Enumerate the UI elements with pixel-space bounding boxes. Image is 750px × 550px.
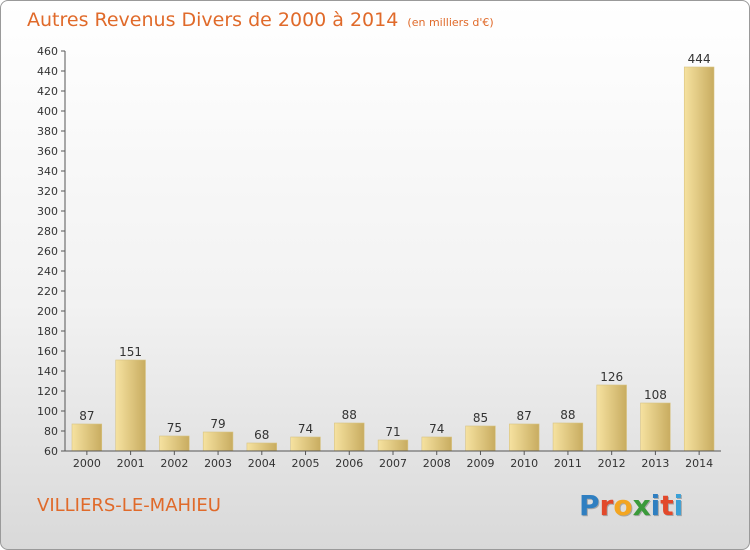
data-label-2002: 75 xyxy=(167,421,182,435)
x-tick-label-2011: 2011 xyxy=(554,457,582,470)
y-tick-label: 420 xyxy=(37,85,58,98)
bars: 87 151 75 79 68 74 88 71 74 85 87 88 126 108 444 xyxy=(71,52,715,452)
x-axis: 2000 2001 2002 2003 2004 2005 2006 2007 2008 2009… xyxy=(65,450,721,470)
logo-letter: t xyxy=(660,489,674,522)
y-tick-label: 380 xyxy=(37,125,58,138)
y-tick-label: 100 xyxy=(37,405,58,418)
logo-letter: i xyxy=(673,489,684,522)
proxiti-logo: Proxiti xyxy=(579,489,684,522)
data-label-2013: 108 xyxy=(644,388,667,402)
data-label-2000: 87 xyxy=(79,409,94,423)
y-tick-label: 260 xyxy=(37,245,58,258)
y-tick-label: 200 xyxy=(37,305,58,318)
y-tick-label: 340 xyxy=(37,165,58,178)
commune-name: VILLIERS-LE-MAHIEU xyxy=(37,495,221,516)
bar-2000 xyxy=(71,423,103,452)
logo-letter: x xyxy=(632,489,651,522)
y-tick-label: 300 xyxy=(37,205,58,218)
x-tick-label-2010: 2010 xyxy=(510,457,538,470)
y-tick-label: 120 xyxy=(37,385,58,398)
data-label-2006: 88 xyxy=(342,408,357,422)
x-tick-label-2013: 2013 xyxy=(641,457,669,470)
x-tick-label-2007: 2007 xyxy=(379,457,407,470)
y-tick-label: 160 xyxy=(37,345,58,358)
bar-2008 xyxy=(421,436,452,452)
y-tick-label: 220 xyxy=(37,285,58,298)
chart-title: Autres Revenus Divers de 2000 à 2014 (en… xyxy=(27,9,494,31)
x-tick-label-2003: 2003 xyxy=(204,457,232,470)
logo-letter: o xyxy=(613,489,633,522)
data-label-2011: 88 xyxy=(560,408,575,422)
bar-2011 xyxy=(552,422,584,452)
bar-2010 xyxy=(509,423,540,452)
x-tick-label-2005: 2005 xyxy=(292,457,320,470)
x-tick-label-2000: 2000 xyxy=(73,457,101,470)
bar-2013 xyxy=(640,402,671,452)
x-tick-label-2001: 2001 xyxy=(117,457,145,470)
y-tick-label: 460 xyxy=(37,45,58,58)
y-tick-label: 180 xyxy=(37,325,58,338)
bar-2001 xyxy=(115,359,146,452)
x-tick-label-2009: 2009 xyxy=(466,457,494,470)
bar-2004 xyxy=(246,442,277,452)
logo-letter: i xyxy=(650,489,661,522)
x-tick-label-2012: 2012 xyxy=(598,457,626,470)
y-tick-label: 240 xyxy=(37,265,58,278)
y-tick-label: 440 xyxy=(37,65,58,78)
bar-2005 xyxy=(290,436,321,452)
bar-2002 xyxy=(159,435,190,452)
x-tick-label-2002: 2002 xyxy=(160,457,188,470)
data-label-2012: 126 xyxy=(600,370,623,384)
y-tick-label: 280 xyxy=(37,225,58,238)
bar-2009 xyxy=(465,425,496,452)
chart-title-unit: (en milliers d'€) xyxy=(407,16,494,29)
data-label-2009: 85 xyxy=(473,411,488,425)
data-label-2005: 74 xyxy=(298,422,313,436)
data-label-2004: 68 xyxy=(254,428,269,442)
x-tick-label-2004: 2004 xyxy=(248,457,276,470)
data-label-2003: 79 xyxy=(210,417,225,431)
data-label-2008: 74 xyxy=(429,422,444,436)
y-tick-label: 400 xyxy=(37,105,58,118)
data-label-2007: 71 xyxy=(385,425,400,439)
y-tick-label: 360 xyxy=(37,145,58,158)
x-tick-label-2006: 2006 xyxy=(335,457,363,470)
data-label-2010: 87 xyxy=(517,409,532,423)
bar-2012 xyxy=(596,384,627,452)
data-label-2014: 444 xyxy=(688,52,711,66)
bar-2007 xyxy=(377,439,409,452)
x-tick-label-2014: 2014 xyxy=(685,457,713,470)
logo-letter: P xyxy=(579,489,600,522)
data-label-2001: 151 xyxy=(119,345,142,359)
logo-letter: r xyxy=(599,489,614,522)
y-tick-label: 140 xyxy=(37,365,58,378)
bar-2006 xyxy=(334,422,365,452)
chart-title-main: Autres Revenus Divers de 2000 à 2014 xyxy=(27,9,399,31)
bar-2003 xyxy=(202,431,234,452)
y-tick-label: 60 xyxy=(44,445,58,458)
y-tick-label: 320 xyxy=(37,185,58,198)
bar-2014 xyxy=(683,66,715,452)
y-axis: 60 80 100 120 140 160 180 200 220 240 260 280 300 320… xyxy=(37,45,66,458)
x-tick-label-2008: 2008 xyxy=(423,457,451,470)
y-tick-label: 80 xyxy=(44,425,58,438)
